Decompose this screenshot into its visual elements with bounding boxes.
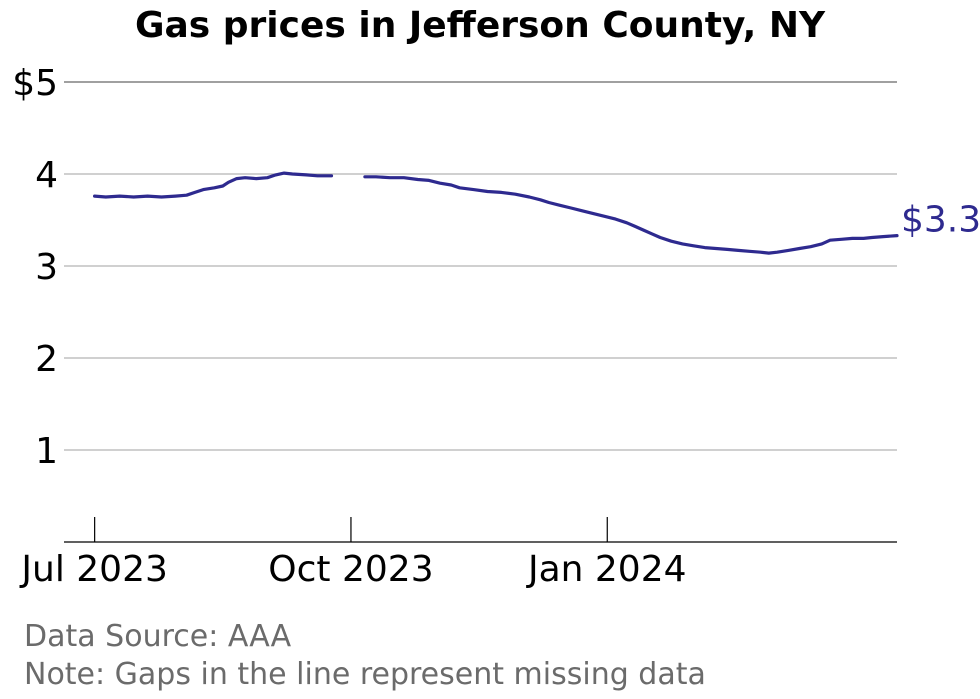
- y-tick-label-4: 4: [35, 155, 58, 196]
- y-tick-label-1: 1: [35, 431, 58, 472]
- y-tick-label-3: 3: [35, 247, 58, 288]
- gridlines: [64, 81, 897, 451]
- x-tick-label: Oct 2023: [268, 549, 433, 590]
- data-source-note: Data Source: AAA: [24, 619, 292, 654]
- price-line-segment-1: [92, 171, 334, 199]
- chart-title: Gas prices in Jefferson County, NY: [135, 5, 826, 46]
- y-axis-ticks: 1 2 3 4 $5: [12, 63, 58, 472]
- x-tick-label: Jan 2024: [526, 549, 687, 590]
- end-value-label: $3.33: [901, 200, 980, 241]
- price-line: [92, 171, 899, 255]
- y-tick-label-5: $5: [12, 63, 58, 104]
- missing-data-note: Note: Gaps in the line represent missing…: [24, 657, 706, 692]
- x-axis-ticks: Jul 2023 Oct 2023 Jan 2024: [19, 517, 687, 590]
- x-tick-label: Jul 2023: [19, 549, 168, 590]
- y-tick-label-2: 2: [35, 339, 58, 380]
- price-line-segment-2: [363, 175, 899, 255]
